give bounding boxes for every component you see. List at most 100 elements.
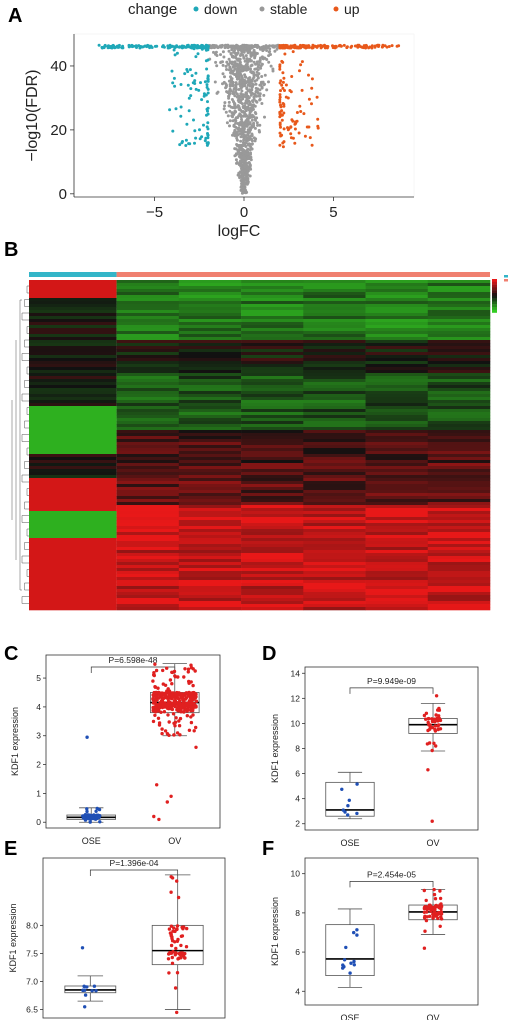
heatmap-cell-ov [116,421,180,425]
volcano-point [215,64,219,68]
data-point [193,669,197,673]
heatmap-cell-ose [29,517,117,521]
heatmap-cell-ov [116,433,180,437]
volcano-point [245,101,249,105]
volcano-point [236,122,240,125]
heatmap-cell-ov [116,376,180,380]
volcano-point [231,90,235,94]
dendrogram-branch [21,555,29,564]
heatmap-cell-ov [365,553,429,557]
data-point [155,783,159,787]
legend-marker-up [333,6,339,12]
heatmap-cell-ov [178,511,242,515]
heatmap-cell-ov [303,604,366,608]
heatmap-cell-ose [29,520,117,524]
volcano-point [240,110,244,114]
heatmap-cell-ov [303,415,366,419]
y-tick-label: 2 [295,819,300,829]
data-point [191,683,195,688]
volcano-point [245,149,249,153]
heatmap-cell-ov [116,334,180,338]
data-point [194,699,199,703]
volcano-point [206,109,209,113]
heatmap-cell-ov [241,460,304,464]
heatmap-cell-ov [116,529,180,533]
heatmap-cell-ov [365,460,429,464]
volcano-point [241,93,245,97]
heatmap-cell-ov [241,319,304,323]
data-point [344,945,348,950]
heatmap-cell-ov [365,403,429,407]
data-point [175,927,179,931]
heatmap-cell-ov [241,424,304,428]
heatmap-cell-ose [29,466,117,470]
volcano-point [194,87,198,91]
heatmap-cell-ov [241,298,304,302]
heatmap-cell-ose [29,436,117,440]
data-point [175,706,180,710]
panel-b-dendrogram [11,285,29,604]
data-point [161,703,165,707]
heatmap-cell-ov [427,382,491,386]
heatmap-cell-ov [365,523,429,527]
volcano-point [168,108,172,112]
heatmap-cell-ov [365,376,429,380]
heatmap-cell-ov [303,499,366,503]
heatmap-cell-ose [29,541,117,545]
heatmap-cell-ov [116,355,180,359]
heatmap-cell-ov [303,280,366,284]
heatmap-cell-ov [178,445,242,449]
heatmap-cell-ov [365,517,429,521]
heatmap-cell-ov [241,607,304,611]
volcano-point [273,49,277,53]
data-point [426,717,430,721]
volcano-point [316,124,320,128]
volcano-point [310,46,314,50]
heatmap-cell-ov [365,469,429,473]
data-point [425,742,430,746]
volcano-point [179,105,183,109]
heatmap-cell-ov [365,307,429,311]
data-point [151,693,156,697]
volcano-point [249,67,252,71]
heatmap-cell-ov [303,481,366,485]
panel-b-group-annotation [29,272,490,277]
data-point [153,713,157,717]
volcano-point [228,87,232,91]
volcano-point [260,45,264,49]
heatmap-cell-ov [303,478,366,482]
heatmap-cell-ose [29,469,117,473]
volcano-point [234,119,238,123]
volcano-point [229,75,232,79]
heatmap-cell-ov [303,505,366,509]
heatmap-cell-ov [178,313,242,317]
data-point [90,989,94,993]
heatmap-cell-ov [116,589,180,593]
heatmap-cell-ose [29,424,117,428]
heatmap-cell-ov [303,529,366,533]
data-point [433,729,438,733]
volcano-point [229,71,233,75]
volcano-point [196,52,200,56]
volcano-point [240,191,244,195]
heatmap-cell-ov [178,517,242,521]
heatmap-cell-ose [29,574,117,578]
group-bar-OSE [29,272,117,277]
heatmap-cell-ov [116,358,180,362]
heatmap-cell-ov [116,304,180,308]
volcano-point [255,100,259,104]
heatmap-cell-ov [303,580,366,584]
volcano-point [192,118,195,122]
data-point [355,928,359,932]
heatmap-cell-ov [241,595,304,599]
heatmap-cell-ov [365,343,429,347]
heatmap-cell-ov [241,559,304,563]
heatmap-cell-ov [365,457,429,461]
heatmap-cell-ov [178,325,242,329]
panel-a-legend: change down stable up [128,1,360,18]
data-point [173,986,178,990]
volcano-point [246,178,250,182]
heatmap-cell-ov [427,343,491,347]
heatmap-cell-ov [365,400,429,404]
